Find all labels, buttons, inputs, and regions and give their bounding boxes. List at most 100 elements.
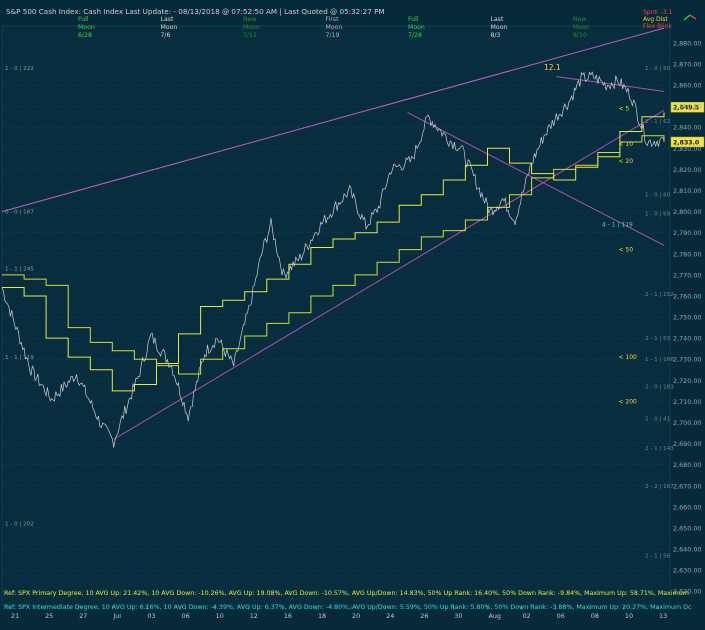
right-level-label: 2 - 1 | 152 xyxy=(645,292,674,298)
right-level-label: 2 - 1 | 56 xyxy=(645,553,671,559)
right-level-label: 2 - 1 | 143 xyxy=(645,446,674,452)
x-tick-label: 06 xyxy=(182,612,190,620)
price-label-box xyxy=(670,101,705,113)
y-tick-label: 2,720.00 xyxy=(673,377,701,385)
y-tick-label: 2,880.00 xyxy=(673,39,701,47)
y-tick-label: 2,760.00 xyxy=(673,292,701,300)
y-tick-label: 2,820.00 xyxy=(673,166,701,174)
moon-phase-date: 7/28 xyxy=(408,32,422,39)
y-tick-label: 2,730.00 xyxy=(673,356,701,364)
x-tick-label: 25 xyxy=(45,612,53,620)
annotation-label: < 100 xyxy=(618,354,637,361)
moon-phase-label: Moon xyxy=(326,24,343,31)
annotation-label: 4 - 1 | 119 xyxy=(602,221,633,228)
x-tick-label: 10 xyxy=(216,612,224,620)
annotation-label: < 5 xyxy=(618,105,629,112)
footer-layer: Ref: SPX Primary Degree, 10 AVG Up: 21.4… xyxy=(4,590,692,611)
x-tick-label: 06 xyxy=(557,612,565,620)
trendline xyxy=(1,27,665,213)
left-level-label: 0 - 0 | 187 xyxy=(5,210,34,216)
right-level-label: 1 - 0 | 60 xyxy=(645,66,671,72)
moon-phase-label: Moon xyxy=(573,24,590,31)
y-tick-label: 2,770.00 xyxy=(673,271,701,279)
y-tick-label: 2,810.00 xyxy=(673,187,701,195)
grid-layer xyxy=(2,42,670,592)
right-level-label: 2 - 0 | 41 xyxy=(645,416,671,422)
stepped-average-line xyxy=(2,112,665,392)
chart-style-icon xyxy=(683,14,697,21)
footer-line-intermediate: Ref: SPX Intermediate Degree, 10 AVG Up:… xyxy=(4,604,692,611)
moon-phase-label: Last xyxy=(161,16,174,23)
right-level-label: 2 - 1 | 62 xyxy=(645,119,670,125)
price-label-box xyxy=(670,136,705,148)
moon-phase-label: Moon xyxy=(243,24,260,31)
y-tick-label: 2,750.00 xyxy=(673,314,701,322)
legend-entry: Sprd: -3.1 xyxy=(643,9,673,16)
moon-phase-date: 7/19 xyxy=(326,32,340,39)
left-level-label: 1 - 0 | 222 xyxy=(5,66,34,72)
moon-phase-label: Moon xyxy=(408,24,425,31)
moon-phase-label: New xyxy=(573,16,587,23)
left-level-label: 1 - 1 | 119 xyxy=(5,355,34,361)
x-tick-label: Aug xyxy=(488,612,500,620)
moon-phase-label: Moon xyxy=(491,24,508,31)
y-tick-label: 2,670.00 xyxy=(673,482,701,490)
y-tick-label: 2,660.00 xyxy=(673,503,701,511)
moon-phase-label: Full xyxy=(78,16,89,23)
chart-title: S&P 500 Cash Index: Cash Index Last Upda… xyxy=(6,7,385,16)
right-level-label: 2 - 0 | 183 xyxy=(645,385,674,391)
trendline xyxy=(556,76,665,92)
y-tick-label: 2,680.00 xyxy=(673,461,701,469)
right-level-label: 1 - 0 | 60 xyxy=(645,193,671,199)
moon-phase-date: 7/12 xyxy=(243,32,257,39)
moon-phase-label: Full xyxy=(408,16,419,23)
x-tick-label: 24 xyxy=(386,612,394,620)
y-tick-label: 2,620.00 xyxy=(673,588,701,596)
right-level-label: 1 - 1 | 166 xyxy=(645,357,674,363)
stepped-average-line xyxy=(2,135,665,375)
moon-phase-label: Moon xyxy=(161,24,178,31)
y-tick-label: 2,830.00 xyxy=(673,145,701,153)
x-tick-label: 16 xyxy=(284,612,292,620)
right-level-label: 1 - 0 | 69 xyxy=(645,212,671,218)
icon-stroke xyxy=(689,14,697,20)
moon-phase-date: 8/10 xyxy=(573,32,587,39)
annotation-label: < 20 xyxy=(618,158,633,165)
y-tick-label: 2,710.00 xyxy=(673,398,701,406)
trendline xyxy=(113,109,665,440)
y-tick-label: 2,780.00 xyxy=(673,250,701,258)
moon-phase-date: 6/28 xyxy=(78,32,92,39)
legend-entry: Avg Dist xyxy=(643,16,668,23)
icon-stroke xyxy=(683,14,691,21)
price-label-text: 2,833.0 xyxy=(673,140,700,147)
moon-phase-date: 8/3 xyxy=(491,32,501,39)
trendline xyxy=(407,112,665,246)
moon-phase-label: Last xyxy=(491,16,504,23)
x-tick-label: 03 xyxy=(147,612,155,620)
x-tick-label: 08 xyxy=(591,612,599,620)
y-tick-label: 2,740.00 xyxy=(673,335,701,343)
moon-phase-label: Moon xyxy=(78,24,95,31)
x-tick-label: Jul xyxy=(112,612,121,620)
y-tick-label: 2,840.00 xyxy=(673,124,701,132)
plot-area xyxy=(1,25,671,607)
x-tick-label: 20 xyxy=(352,612,360,620)
y-tick-label: 2,850.00 xyxy=(673,103,701,111)
axis-layer: 2,880.00 2,870.00 2,860.00 2,850.00 2,840.00… xyxy=(9,39,701,620)
y-tick-label: 2,790.00 xyxy=(673,229,701,237)
moon-phase-label: New xyxy=(243,16,257,23)
left-level-label: 1 - 0 | 202 xyxy=(5,522,34,528)
x-tick-label: 27 xyxy=(79,612,87,620)
x-tick-label: 02 xyxy=(523,612,531,620)
legend-entry: Flex Blink xyxy=(643,23,672,30)
y-tick-label: 2,690.00 xyxy=(673,440,701,448)
price-label-text: 2,849.5 xyxy=(673,105,699,112)
x-tick-label: 10 xyxy=(625,612,633,620)
y-tick-label: 2,860.00 xyxy=(673,82,701,90)
right-level-label: 2 - 2 | 167 xyxy=(645,484,674,490)
y-tick-label: 2,630.00 xyxy=(673,567,701,575)
moon-phase-date: 7/6 xyxy=(161,32,171,39)
annotation-label: 12.1 xyxy=(544,63,561,72)
